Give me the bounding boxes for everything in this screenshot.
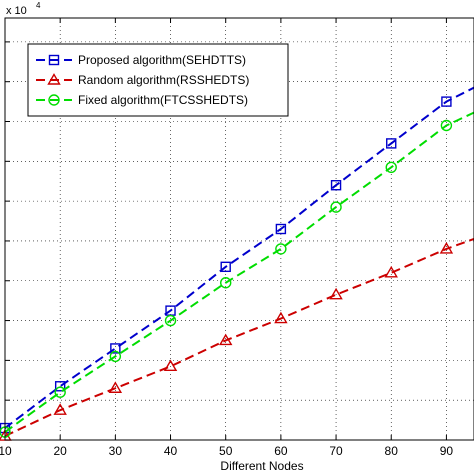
legend-entry: Random algorithm(RSSHEDTS) <box>36 73 249 87</box>
series-layer <box>0 86 474 441</box>
y-multiplier-label: x 10 <box>6 5 27 17</box>
data-point-triangle <box>329 287 343 300</box>
data-point-square <box>441 96 452 107</box>
legend-label: Random algorithm(RSSHEDTS) <box>78 73 249 87</box>
data-point-circle <box>48 94 60 106</box>
data-point-square <box>110 343 121 354</box>
data-point-triangle <box>384 265 398 278</box>
data-point-circle <box>109 350 122 363</box>
legend-entry: Fixed algorithm(FTCSSHEDTS) <box>36 93 248 107</box>
data-point-circle <box>330 201 342 213</box>
data-point-circle <box>54 386 66 398</box>
x-tick-label: 70 <box>329 444 343 458</box>
data-point-triangle <box>47 73 61 85</box>
legend-entry: Proposed algorithm(SEHDTTS) <box>36 53 246 67</box>
series-3 <box>0 111 474 438</box>
data-point-square <box>48 54 60 66</box>
x-tick-label: 60 <box>274 444 288 458</box>
data-point-triangle <box>108 381 123 393</box>
series-line <box>4 86 474 429</box>
series-2 <box>0 237 474 441</box>
series-line <box>4 237 474 437</box>
data-point-square <box>54 381 66 392</box>
y-exponent-label: 4 <box>36 1 41 10</box>
x-tick-label: 20 <box>53 444 67 458</box>
legend-label: Proposed algorithm(SEHDTTS) <box>78 53 246 67</box>
data-point-circle <box>385 161 397 173</box>
series-1 <box>0 86 474 434</box>
x-tick-label: 90 <box>440 444 454 458</box>
series-line <box>4 111 474 433</box>
tick-layer: 10 20 30 40 50 60 70 80 90 <box>0 18 453 458</box>
data-point-circle <box>220 277 232 289</box>
data-point-circle <box>275 243 287 255</box>
data-point-square <box>275 223 287 235</box>
legend: Proposed algorithm(SEHDTTS) Random algori… <box>27 43 289 117</box>
x-tick-label: 80 <box>385 444 399 458</box>
legend-label: Fixed algorithm(FTCSSHEDTS) <box>78 93 248 107</box>
data-point-triangle <box>218 333 233 346</box>
x-tick-label: 50 <box>219 444 233 458</box>
data-point-circle <box>164 314 177 327</box>
x-tick-label: 30 <box>109 444 123 458</box>
data-point-triangle <box>274 311 288 324</box>
data-point-triangle <box>163 359 178 372</box>
plot-frame <box>4 17 474 441</box>
data-point-square <box>220 261 231 273</box>
data-point-square <box>386 138 397 149</box>
x-axis-label: Different Nodes <box>220 459 303 473</box>
data-point-circle <box>440 119 453 132</box>
x-tick-label: 40 <box>164 444 178 458</box>
data-point-square <box>330 180 342 191</box>
data-point-triangle <box>439 242 454 254</box>
data-point-triangle <box>53 403 67 415</box>
x-tick-label: 10 <box>0 444 12 458</box>
